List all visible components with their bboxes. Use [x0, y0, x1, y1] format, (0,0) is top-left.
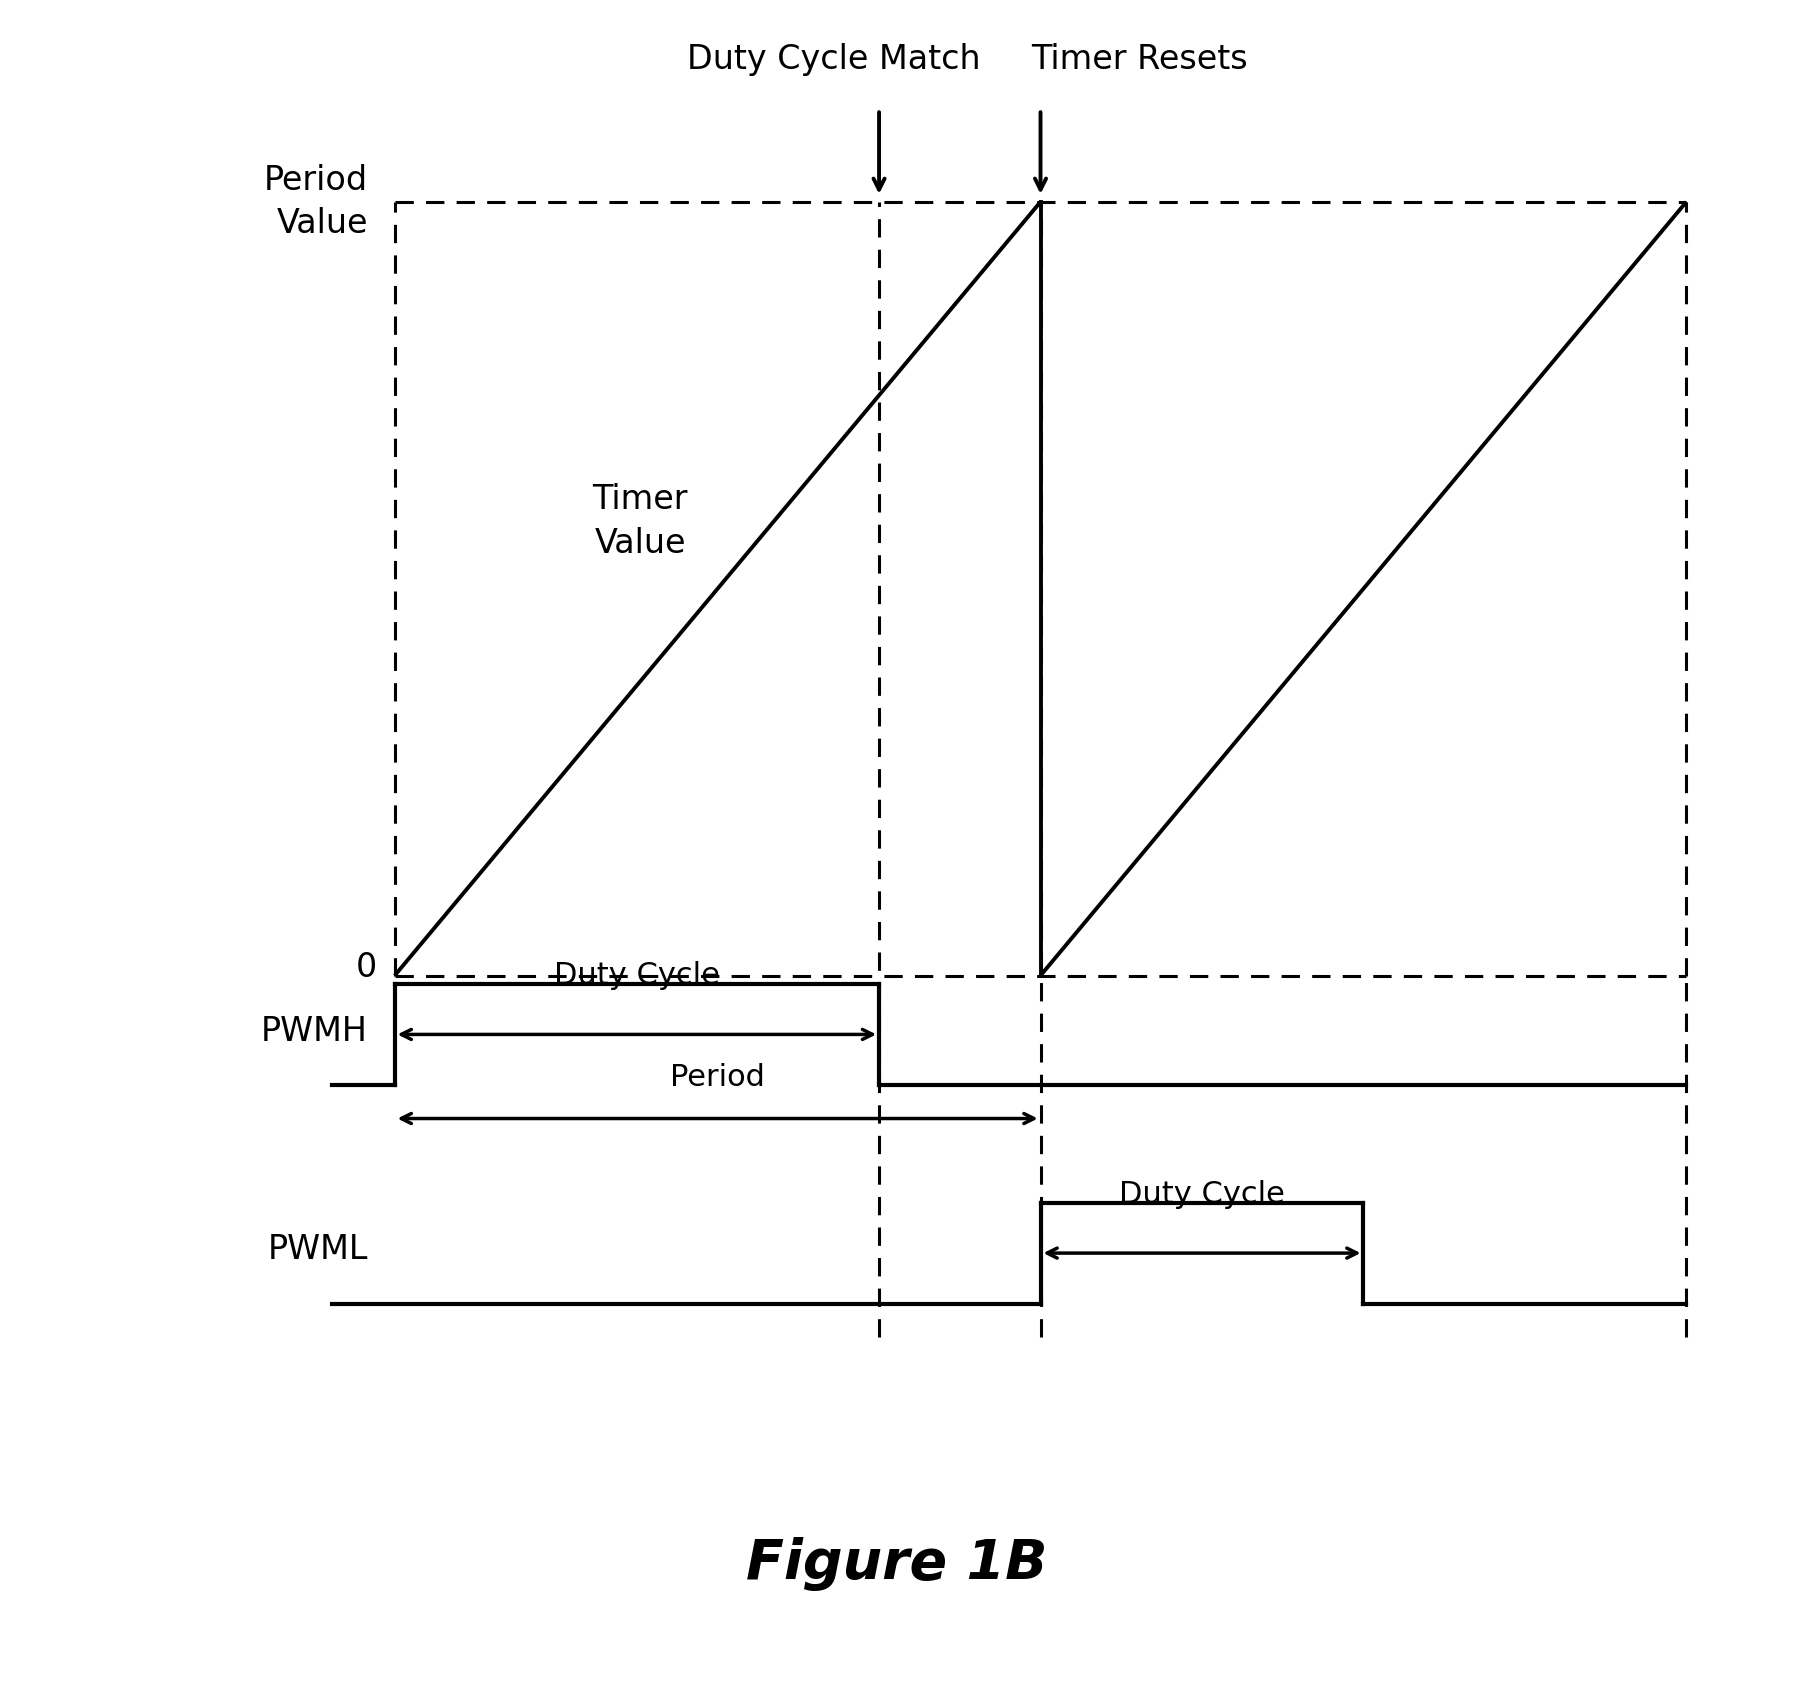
- Text: Figure 1B: Figure 1B: [746, 1537, 1048, 1591]
- Text: Duty Cycle Match: Duty Cycle Match: [687, 42, 981, 76]
- Text: Timer Resets: Timer Resets: [1032, 42, 1247, 76]
- Text: Period
Value: Period Value: [264, 163, 368, 241]
- Text: Timer
Value: Timer Value: [592, 483, 687, 560]
- Text: 0: 0: [355, 950, 377, 984]
- Text: Duty Cycle: Duty Cycle: [554, 960, 719, 991]
- Text: Duty Cycle: Duty Cycle: [1119, 1179, 1285, 1209]
- Text: PWML: PWML: [267, 1233, 368, 1267]
- Text: Period: Period: [671, 1063, 764, 1092]
- Text: PWMH: PWMH: [260, 1014, 368, 1048]
